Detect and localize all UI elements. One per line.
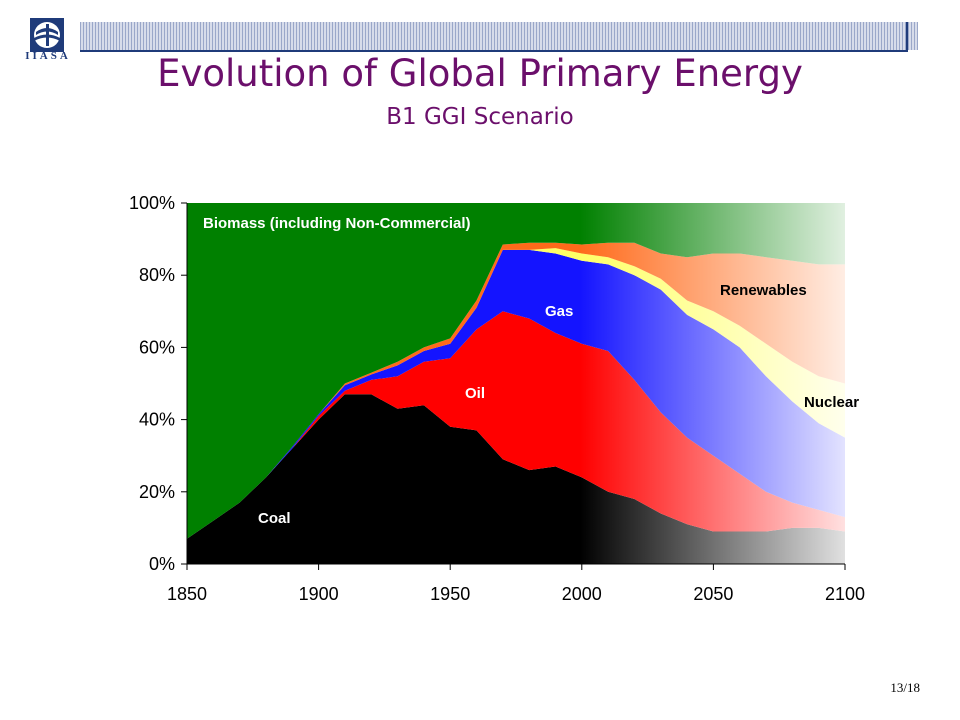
chart-subtitle: B1 GGI Scenario xyxy=(386,104,574,130)
label-coal: Coal xyxy=(258,510,291,527)
area-coal xyxy=(187,394,845,564)
y-tick-label: 0% xyxy=(149,554,175,574)
y-tick-label: 80% xyxy=(139,265,175,285)
x-tick-label: 1900 xyxy=(299,584,339,604)
future-fade-overlay xyxy=(580,203,845,564)
label-biomass: Biomass (including Non-Commercial) xyxy=(203,215,471,232)
header-rule xyxy=(80,50,908,52)
label-renewables: Renewables xyxy=(720,282,807,299)
header-band xyxy=(80,22,918,50)
y-tick-label: 20% xyxy=(139,482,175,502)
header-rule-vertical xyxy=(906,22,908,52)
area-biomass xyxy=(187,203,845,539)
label-nuclear: Nuclear xyxy=(804,394,859,411)
iiasa-logo-text: IIASA xyxy=(25,50,71,62)
chart-title: Evolution of Global Primary Energy xyxy=(157,52,803,95)
page-number: 13/18 xyxy=(890,680,920,695)
x-tick-label: 1850 xyxy=(167,584,207,604)
x-tick-label: 1950 xyxy=(430,584,470,604)
y-tick-label: 60% xyxy=(139,337,175,357)
iiasa-logo-icon xyxy=(30,18,64,52)
x-tick-label: 2000 xyxy=(562,584,602,604)
y-tick-label: 40% xyxy=(139,410,175,430)
area-labels: Biomass (including Non-Commercial) Renewa… xyxy=(203,215,859,527)
y-tick-label: 100% xyxy=(129,193,175,213)
x-tick-label: 2050 xyxy=(693,584,733,604)
label-gas: Gas xyxy=(545,303,573,320)
label-oil: Oil xyxy=(465,385,485,402)
x-tick-label: 2100 xyxy=(825,584,865,604)
axes: 0% 20% 40% 60% 80% 100% 1850 1900 1950 2000 2050 21… xyxy=(129,193,865,604)
